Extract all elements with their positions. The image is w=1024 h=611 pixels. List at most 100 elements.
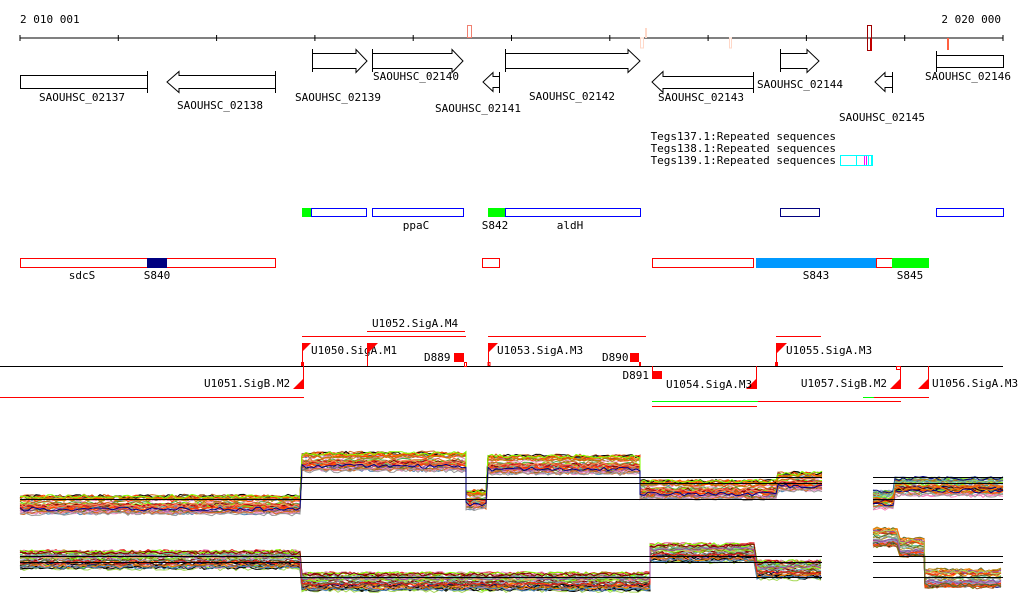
repeat-label: Tegs137.1:Repeated sequences	[651, 130, 836, 143]
feature-box[interactable]	[652, 258, 754, 268]
expression-profile	[19, 454, 823, 503]
promoter-u1054[interactable]: U1054.SigA.M3	[666, 366, 757, 391]
promoter-u1052[interactable]: U1052.SigA.M4	[367, 317, 459, 366]
expression-profile	[19, 463, 823, 512]
feature-box[interactable]	[876, 258, 893, 268]
expression-profile	[19, 457, 823, 506]
expression-profile	[872, 530, 1002, 577]
feature-box[interactable]	[302, 208, 311, 217]
feature-label: ppaC	[403, 219, 430, 232]
expression-profile	[19, 467, 823, 516]
gene-SAOUHSC_02142[interactable]: SAOUHSC_02142	[505, 48, 641, 103]
expression-profile	[19, 460, 823, 509]
feature-ppaC[interactable]	[372, 208, 464, 217]
feature-aldH[interactable]	[505, 208, 641, 217]
gene-SAOUHSC_02137[interactable]: SAOUHSC_02137	[20, 71, 148, 104]
gene-label: SAOUHSC_02142	[529, 90, 615, 103]
gene-SAOUHSC_02141[interactable]: SAOUHSC_02141	[435, 71, 521, 115]
expression-profile	[19, 543, 822, 578]
promoter-label: U1051.SigB.M2	[204, 377, 290, 390]
gene-SAOUHSC_02140[interactable]: SAOUHSC_02140	[372, 48, 464, 83]
gene-SAOUHSC_02143[interactable]: SAOUHSC_02143	[651, 70, 754, 105]
expression-profile	[872, 486, 1004, 504]
annotation-track-2: sdcS S840 S843 S845	[20, 258, 929, 282]
promoter-u1056[interactable]: U1056.SigA.M3	[918, 366, 1018, 390]
expression-profile	[872, 539, 1002, 585]
promoter-u1051[interactable]: U1051.SigB.M2	[204, 366, 304, 390]
gene-label: SAOUHSC_02141	[435, 102, 521, 115]
feature-label: aldH	[557, 219, 584, 232]
expression-profile	[872, 538, 1002, 585]
expression-profile	[19, 450, 823, 499]
repeat-label: Tegs139.1:Repeated sequences	[651, 154, 836, 167]
ruler-marker[interactable]	[729, 37, 732, 49]
feature-box[interactable]	[311, 208, 367, 217]
expression-panel	[872, 526, 1003, 590]
feature-S840[interactable]	[147, 258, 167, 268]
promoter-label: U1054.SigA.M3	[666, 378, 752, 391]
feature-label: S842	[482, 219, 509, 232]
promoter-label: U1056.SigA.M3	[932, 377, 1018, 390]
gene-SAOUHSC_02138[interactable]: SAOUHSC_02138	[166, 70, 276, 112]
feature-S842[interactable]	[488, 208, 505, 217]
feature-label: S845	[897, 269, 924, 282]
repeat-box[interactable]	[840, 155, 857, 166]
expression-tracks	[19, 450, 1004, 594]
promoter-u1050[interactable]: U1050.SigA.M1	[301, 343, 397, 366]
terminator-d891[interactable]: D891	[623, 366, 663, 382]
expression-panel	[872, 475, 1004, 511]
gene-label: SAOUHSC_02139	[295, 91, 381, 104]
expression-profile	[19, 552, 822, 586]
gene-SAOUHSC_02145[interactable]: SAOUHSC_02145	[839, 71, 925, 124]
promoter-label: U1057.SigB.M2	[801, 377, 887, 390]
expression-profile	[19, 542, 822, 577]
terminator-d890[interactable]: D890	[602, 351, 641, 366]
expression-profile	[19, 459, 823, 508]
gene-label: SAOUHSC_02144	[757, 78, 843, 91]
promoter-u1057[interactable]: U1057.SigB.M2	[801, 366, 901, 390]
ruler-marker[interactable]	[947, 38, 949, 50]
repeat-box[interactable]	[856, 155, 873, 166]
expression-profile	[872, 534, 1002, 581]
gene-SAOUHSC_02144[interactable]: SAOUHSC_02144	[757, 48, 843, 91]
gene-label: SAOUHSC_02138	[177, 99, 263, 112]
feature-box[interactable]	[482, 258, 500, 268]
feature-S845[interactable]	[892, 258, 929, 268]
gene-label: SAOUHSC_02146	[925, 70, 1011, 83]
terminator-d889[interactable]: D889	[424, 351, 467, 367]
promoter-label: U1050.SigA.M1	[311, 344, 397, 357]
feature-box[interactable]	[936, 208, 1004, 217]
promoter-label: U1053.SigA.M3	[497, 344, 583, 357]
expression-profile	[19, 546, 822, 581]
position-ruler: 2 010 001 2 020 000	[19, 13, 1004, 51]
repeat-box[interactable]	[868, 155, 872, 166]
annotation-track-1: ppaC S842 aldH	[302, 208, 1004, 232]
ruler-marker[interactable]	[870, 38, 872, 51]
ruler-marker[interactable]	[645, 28, 647, 38]
ruler-marker[interactable]	[467, 25, 472, 38]
terminator-label: D890	[602, 351, 629, 364]
gene-label: SAOUHSC_02137	[39, 91, 125, 104]
feature-box[interactable]	[780, 208, 820, 217]
gene-SAOUHSC_02146[interactable]: SAOUHSC_02146	[925, 51, 1011, 83]
expression-profile	[872, 526, 1002, 573]
terminator-label: D889	[424, 351, 451, 364]
promoter-label: U1052.SigA.M4	[372, 317, 458, 330]
ruler-marker[interactable]	[640, 37, 644, 49]
expression-profile	[19, 546, 822, 581]
gene-SAOUHSC_02139[interactable]: SAOUHSC_02139	[295, 48, 381, 104]
expression-profile	[872, 544, 1002, 590]
promoter-u1055[interactable]: U1055.SigA.M3	[775, 343, 872, 366]
gene-label: SAOUHSC_02140	[373, 70, 459, 83]
feature-label: sdcS	[69, 269, 96, 282]
promoter-u1053[interactable]: U1053.SigA.M3	[487, 343, 583, 366]
expression-profile	[873, 535, 1002, 582]
expression-profile	[872, 541, 1002, 588]
terminator-label: D891	[623, 369, 650, 382]
ruler-start-label: 2 010 001	[20, 13, 80, 26]
gene-track: SAOUHSC_02137 SAOUHSC_02138 SAOUHSC_0213…	[20, 48, 1011, 124]
expression-profile	[872, 528, 1002, 575]
feature-S843[interactable]	[756, 258, 876, 268]
